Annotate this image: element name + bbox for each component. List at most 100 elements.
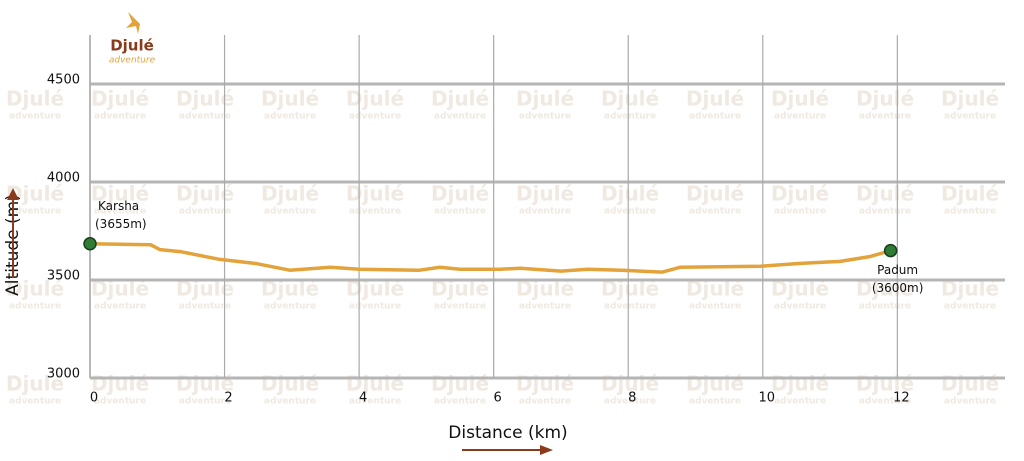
x-arrow-head bbox=[540, 445, 553, 455]
watermark-brand: Djulé bbox=[261, 372, 319, 396]
watermark-tagline: adventure bbox=[94, 112, 146, 122]
watermark-brand: Djulé bbox=[686, 182, 744, 206]
watermark-tagline: adventure bbox=[519, 397, 571, 407]
watermark-brand: Djulé bbox=[601, 372, 659, 396]
watermark-brand: Djulé bbox=[771, 182, 829, 206]
annotation-value: (3655m) bbox=[95, 217, 147, 231]
x-tick-label: 10 bbox=[759, 391, 776, 406]
watermark-brand: Djulé bbox=[176, 182, 234, 206]
watermark-tagline: adventure bbox=[179, 112, 231, 122]
x-tick-label: 2 bbox=[224, 391, 232, 406]
watermark-brand: Djulé bbox=[771, 372, 829, 396]
watermark-tagline: adventure bbox=[179, 207, 231, 217]
watermark-tagline: adventure bbox=[519, 112, 571, 122]
watermark-tagline: adventure bbox=[349, 112, 401, 122]
watermark-tagline: adventure bbox=[94, 207, 146, 217]
watermark-tagline: adventure bbox=[689, 302, 741, 312]
watermark-brand: Djulé bbox=[6, 372, 64, 396]
y-tick-label: 3500 bbox=[47, 269, 80, 284]
x-axis-label: Distance (km) bbox=[448, 423, 567, 443]
logo: Djulé adventure bbox=[109, 12, 156, 66]
watermark-tagline: adventure bbox=[94, 302, 146, 312]
watermark-brand: Djulé bbox=[261, 87, 319, 111]
watermark-tagline: adventure bbox=[859, 112, 911, 122]
grid bbox=[89, 35, 1005, 380]
watermark-tagline: adventure bbox=[774, 207, 826, 217]
watermark-brand: Djulé bbox=[91, 372, 149, 396]
watermark-brand: Djulé bbox=[601, 87, 659, 111]
watermark-tagline: adventure bbox=[349, 397, 401, 407]
watermark-brand: Djulé bbox=[346, 182, 404, 206]
watermark-brand: Djulé bbox=[516, 372, 574, 396]
watermark-tagline: adventure bbox=[774, 112, 826, 122]
watermark-brand: Djulé bbox=[516, 182, 574, 206]
watermark-tagline: adventure bbox=[944, 397, 996, 407]
watermark-brand: Djulé bbox=[91, 182, 149, 206]
logo-icon bbox=[126, 12, 140, 34]
annotation-label: Karsha bbox=[98, 199, 139, 213]
watermark-tagline: adventure bbox=[264, 397, 316, 407]
y-tick-label: 4000 bbox=[47, 171, 80, 186]
watermark-tagline: adventure bbox=[94, 397, 146, 407]
watermark-tagline: adventure bbox=[519, 207, 571, 217]
annotation-value: (3600m) bbox=[872, 281, 924, 295]
x-tick-label: 6 bbox=[494, 391, 502, 406]
watermark-tagline: adventure bbox=[604, 302, 656, 312]
watermark-tagline: adventure bbox=[9, 397, 61, 407]
watermark-brand: Djulé bbox=[941, 372, 999, 396]
watermark-tagline: adventure bbox=[264, 112, 316, 122]
watermark-brand: Djulé bbox=[91, 87, 149, 111]
watermark-brand: Djulé bbox=[346, 372, 404, 396]
watermark-tagline: adventure bbox=[604, 397, 656, 407]
watermark-tagline: adventure bbox=[689, 207, 741, 217]
watermark-brand: Djulé bbox=[941, 87, 999, 111]
watermark-tagline: adventure bbox=[179, 302, 231, 312]
watermark-tagline: adventure bbox=[944, 302, 996, 312]
annotation-label: Padum bbox=[877, 263, 918, 277]
watermark-tagline: adventure bbox=[9, 112, 61, 122]
endpoint-marker bbox=[883, 243, 898, 258]
watermark-brand: Djulé bbox=[686, 372, 744, 396]
watermark-tagline: adventure bbox=[434, 397, 486, 407]
watermark-tagline: adventure bbox=[519, 302, 571, 312]
watermark-brand: Djulé bbox=[941, 182, 999, 206]
watermark-tagline: adventure bbox=[944, 207, 996, 217]
x-tick-label: 8 bbox=[628, 391, 636, 406]
watermark-tagline: adventure bbox=[179, 397, 231, 407]
watermark-tagline: adventure bbox=[9, 302, 61, 312]
y-arrow-head bbox=[7, 188, 19, 200]
watermark-tagline: adventure bbox=[774, 397, 826, 407]
watermark-brand: Djulé bbox=[6, 87, 64, 111]
watermark-tagline: adventure bbox=[689, 112, 741, 122]
watermark-tagline: adventure bbox=[859, 302, 911, 312]
watermark-tagline: adventure bbox=[264, 207, 316, 217]
watermark-tagline: adventure bbox=[944, 112, 996, 122]
watermark-brand: Djulé bbox=[431, 182, 489, 206]
watermark-brand: Djulé bbox=[856, 182, 914, 206]
watermark-tagline: adventure bbox=[434, 302, 486, 312]
logo-tagline: adventure bbox=[109, 56, 156, 66]
x-tick-label: 0 bbox=[90, 391, 98, 406]
watermark-tagline: adventure bbox=[604, 112, 656, 122]
elevation-line bbox=[89, 241, 892, 274]
watermark-brand: Djulé bbox=[516, 87, 574, 111]
watermark-tagline: adventure bbox=[434, 207, 486, 217]
watermark-brand: Djulé bbox=[431, 372, 489, 396]
watermark-brand: Djulé bbox=[6, 277, 64, 301]
watermark-tagline: adventure bbox=[9, 207, 61, 217]
watermark-brand: Djulé bbox=[431, 87, 489, 111]
watermark-tagline: adventure bbox=[264, 302, 316, 312]
watermark-tagline: adventure bbox=[774, 302, 826, 312]
watermark-tagline: adventure bbox=[604, 207, 656, 217]
x-tick-label: 12 bbox=[893, 391, 910, 406]
watermark-tagline: adventure bbox=[859, 397, 911, 407]
watermark-brand: Djulé bbox=[686, 87, 744, 111]
watermark-brand: Djulé bbox=[856, 372, 914, 396]
endpoint-marker bbox=[83, 236, 97, 251]
watermark-tagline: adventure bbox=[434, 112, 486, 122]
watermark-brand: Djulé bbox=[601, 182, 659, 206]
watermark: DjuléadventureDjuléadventureDjuléadventu… bbox=[6, 87, 999, 407]
watermark-tagline: adventure bbox=[859, 207, 911, 217]
watermark-brand: Djulé bbox=[771, 87, 829, 111]
